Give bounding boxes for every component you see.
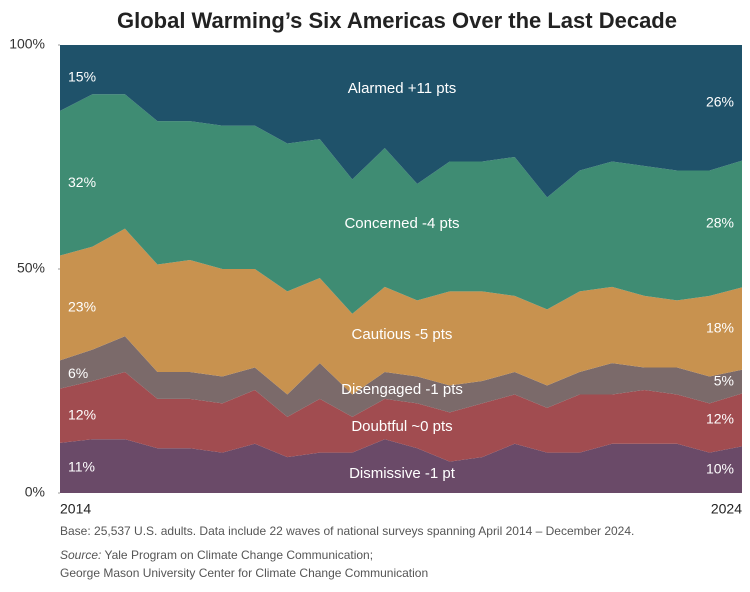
area bbox=[60, 336, 742, 417]
value-label: 11% bbox=[68, 459, 95, 475]
source-line: George Mason University Center for Clima… bbox=[60, 566, 428, 580]
y-tick-label: 100% bbox=[9, 36, 45, 52]
area bbox=[60, 45, 742, 198]
value-label: 32% bbox=[68, 174, 96, 190]
source: Source: Yale Program on Climate Change C… bbox=[60, 548, 373, 562]
area bbox=[60, 228, 742, 395]
series-label: Concerned -4 pts bbox=[344, 215, 459, 232]
value-label: 10% bbox=[706, 460, 734, 476]
series-label: Alarmed +11 pts bbox=[348, 80, 457, 97]
value-label: 5% bbox=[714, 372, 734, 388]
series-label: Doubtful ~0 pts bbox=[351, 418, 452, 435]
source-line: Yale Program on Climate Change Communica… bbox=[101, 548, 373, 562]
area bbox=[60, 372, 742, 462]
value-label: 18% bbox=[706, 319, 734, 335]
footnote: Base: 25,537 U.S. adults. Data include 2… bbox=[60, 524, 634, 538]
series-label: Dismissive -1 pt bbox=[349, 465, 456, 482]
value-label: 23% bbox=[68, 299, 96, 315]
value-label: 28% bbox=[706, 215, 734, 231]
value-label: 12% bbox=[68, 406, 96, 422]
value-label: 15% bbox=[68, 69, 96, 85]
source-label: Source: bbox=[60, 548, 101, 562]
chart-title: Global Warming’s Six Americas Over the L… bbox=[117, 8, 677, 33]
value-label: 6% bbox=[68, 365, 88, 381]
series-label: Disengaged -1 pts bbox=[341, 381, 463, 398]
x-tick-label: 2024 bbox=[711, 501, 742, 517]
area bbox=[60, 94, 742, 314]
series-label: Cautious -5 pts bbox=[352, 326, 453, 343]
x-tick-label: 2014 bbox=[60, 501, 91, 517]
value-label: 12% bbox=[706, 411, 734, 427]
y-tick-label: 0% bbox=[25, 484, 45, 500]
y-tick-label: 50% bbox=[17, 260, 45, 276]
value-label: 26% bbox=[706, 93, 734, 109]
plot-area bbox=[60, 45, 742, 493]
